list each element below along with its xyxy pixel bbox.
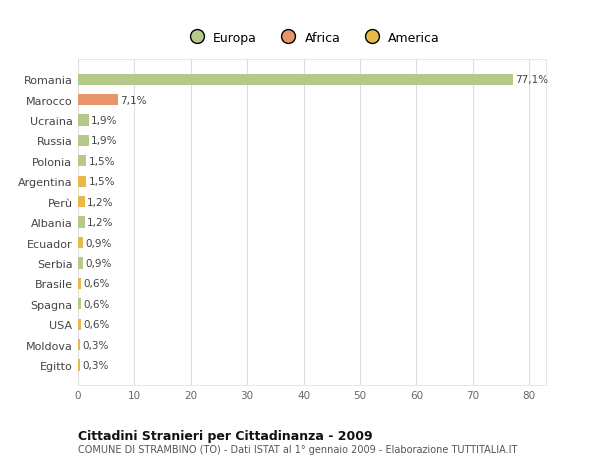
Text: 1,5%: 1,5%	[89, 177, 115, 187]
Bar	[78, 74, 513, 86]
Text: 0,6%: 0,6%	[83, 299, 110, 309]
Text: 0,3%: 0,3%	[82, 360, 109, 370]
Bar	[78, 135, 89, 147]
Text: 0,9%: 0,9%	[85, 258, 112, 269]
Text: Cittadini Stranieri per Cittadinanza - 2009: Cittadini Stranieri per Cittadinanza - 2…	[78, 429, 373, 442]
Bar	[78, 176, 86, 187]
Text: 1,5%: 1,5%	[89, 157, 115, 167]
Bar	[78, 278, 82, 289]
Text: 1,2%: 1,2%	[87, 218, 113, 228]
Text: 0,6%: 0,6%	[83, 279, 110, 289]
Bar	[78, 339, 80, 350]
Bar	[78, 217, 85, 228]
Text: 1,9%: 1,9%	[91, 116, 118, 126]
Bar	[78, 196, 85, 208]
Text: 0,3%: 0,3%	[82, 340, 109, 350]
Bar	[78, 319, 82, 330]
Text: COMUNE DI STRAMBINO (TO) - Dati ISTAT al 1° gennaio 2009 - Elaborazione TUTTITAL: COMUNE DI STRAMBINO (TO) - Dati ISTAT al…	[78, 444, 517, 454]
Bar	[78, 95, 118, 106]
Bar	[78, 258, 83, 269]
Text: 0,9%: 0,9%	[85, 238, 112, 248]
Text: 0,6%: 0,6%	[83, 319, 110, 330]
Bar	[78, 298, 82, 310]
Bar	[78, 115, 89, 126]
Text: 1,9%: 1,9%	[91, 136, 118, 146]
Text: 7,1%: 7,1%	[120, 95, 147, 106]
Bar	[78, 156, 86, 167]
Text: 77,1%: 77,1%	[515, 75, 548, 85]
Bar	[78, 359, 80, 371]
Legend: Europa, Africa, America: Europa, Africa, America	[179, 27, 445, 50]
Bar	[78, 237, 83, 249]
Text: 1,2%: 1,2%	[87, 197, 113, 207]
